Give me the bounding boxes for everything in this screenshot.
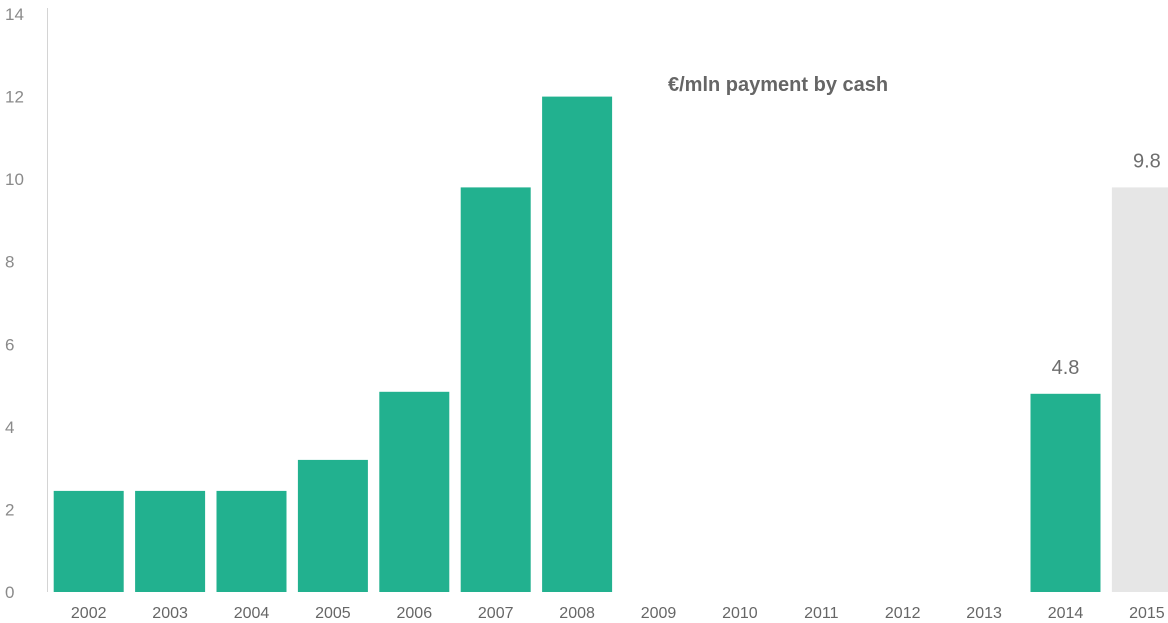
y-tick-label: 4 [5, 418, 14, 437]
bar-2005 [297, 459, 368, 592]
bar-2008 [542, 96, 613, 592]
x-tick-label: 2005 [315, 605, 351, 622]
x-tick-label: 2015 [1129, 605, 1165, 622]
bar-2004 [216, 490, 287, 592]
x-tick-label: 2009 [641, 605, 677, 622]
bar-2002 [53, 490, 124, 592]
y-tick-label: 10 [5, 170, 24, 189]
y-tick-label: 6 [5, 335, 14, 354]
chart-title: €/mln payment by cash [668, 74, 888, 96]
x-tick-label: 2007 [478, 605, 514, 622]
y-tick-label: 12 [5, 88, 24, 107]
x-tick-label: 2014 [1048, 605, 1084, 622]
x-tick-label: 2008 [559, 605, 595, 622]
data-label-2015: 9.8 [1133, 150, 1161, 172]
x-tick-label: 2013 [966, 605, 1002, 622]
data-labels: 4.8 9.8 [1052, 150, 1161, 378]
y-tick-label: 8 [5, 253, 14, 272]
x-tick-label: 2003 [152, 605, 188, 622]
bar-2015 [1111, 187, 1168, 592]
x-tick-label: 2004 [234, 605, 270, 622]
x-axis-tick-labels: 2002 2003 2004 2005 2006 2007 2008 2009 2010 2011… [71, 605, 1165, 622]
y-axis: 0 2 4 6 8 10 12 14 [5, 5, 48, 602]
x-tick-label: 2010 [722, 605, 758, 622]
y-tick-label: 2 [5, 500, 14, 519]
data-label-2014: 4.8 [1052, 357, 1080, 379]
x-tick-label: 2012 [885, 605, 921, 622]
x-tick-label: 2011 [804, 605, 839, 622]
y-tick-label: 0 [5, 583, 14, 602]
x-tick-label: 2006 [397, 605, 433, 622]
x-tick-label: 2002 [71, 605, 107, 622]
bars [53, 96, 1168, 592]
bar-2014 [1030, 393, 1101, 592]
bar-2006 [379, 391, 450, 592]
bar-2007 [460, 187, 531, 592]
y-tick-label: 14 [5, 5, 24, 24]
bar-2003 [135, 490, 206, 592]
